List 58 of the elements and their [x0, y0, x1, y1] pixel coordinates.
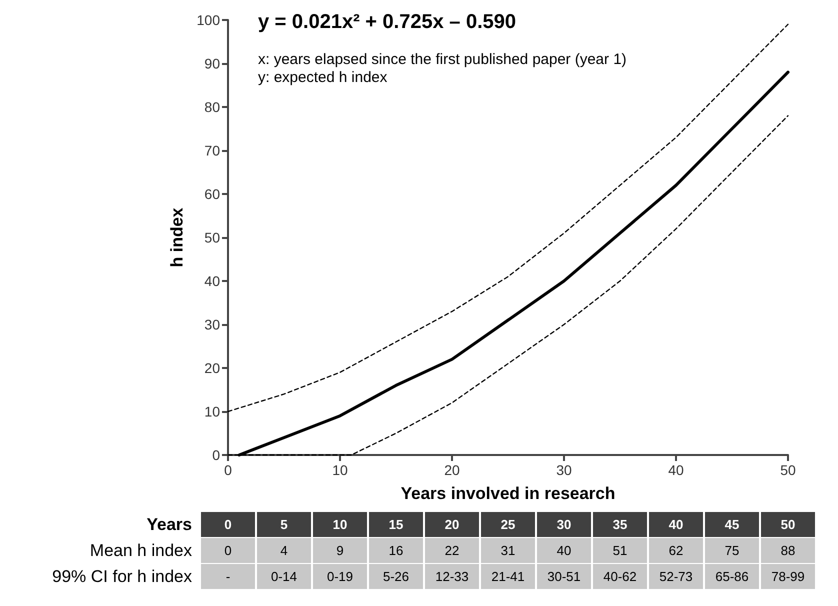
x-tick-label: 50 — [780, 517, 796, 532]
x-tick-label: 10 — [332, 462, 348, 478]
y-tick-label: 10 — [204, 404, 220, 420]
annotation: y: expected h index — [258, 69, 388, 86]
text: 5-26 — [382, 569, 410, 584]
text: 65-86 — [715, 569, 749, 584]
text: 22 — [444, 543, 460, 558]
text: 0-14 — [270, 569, 298, 584]
category-label: 0 — [224, 543, 232, 558]
y-tick-label: 80 — [204, 99, 220, 115]
annotation: x: years elapsed since the first published paper (year 1) — [258, 51, 627, 68]
text: 78-99 — [771, 569, 805, 584]
x-tick-label: 25 — [500, 517, 516, 532]
text: 51 — [612, 543, 628, 558]
category-label: 40 — [556, 543, 572, 558]
x-tick-label: 30 — [556, 517, 572, 532]
y-tick-label: 30 — [204, 316, 220, 332]
x-tick-label: 15 — [388, 517, 404, 532]
x-tick-label: 0 — [224, 462, 232, 478]
text: 75 — [724, 543, 740, 558]
x-tick-label: 40 — [668, 517, 684, 532]
text: 88 — [780, 543, 796, 558]
text: 52-73 — [659, 569, 693, 584]
x-axis-title: Years — [146, 514, 192, 534]
x-axis-title: Years involved in research — [400, 484, 616, 503]
text: 0-19 — [326, 569, 354, 584]
x-tick-label: 10 — [332, 517, 348, 532]
y-tick-label: Mean h index — [90, 540, 192, 560]
text: - — [226, 569, 230, 584]
x-tick-label: 20 — [444, 462, 460, 478]
x-tick-label: 20 — [444, 517, 460, 532]
x-tick-label: 50 — [780, 462, 796, 478]
x-tick-label: 35 — [612, 517, 628, 532]
y-tick-label: 90 — [204, 56, 220, 72]
y-tick-label: 40 — [204, 273, 220, 289]
text: 62 — [668, 543, 684, 558]
annotation: y = 0.021x² + 0.725x – 0.590 — [258, 11, 516, 33]
y-tick-label: 20 — [204, 360, 220, 376]
text: 4 — [280, 543, 288, 558]
text: 40-62 — [603, 569, 637, 584]
y-tick-label: 100 — [196, 12, 220, 28]
y-tick-label: 0 — [212, 447, 220, 463]
text: 12-33 — [435, 569, 469, 584]
x-tick-label: 45 — [724, 517, 740, 532]
y-tick-label: 60 — [204, 186, 220, 202]
x-tick-label: 5 — [280, 517, 288, 532]
text: 21-41 — [491, 569, 525, 584]
text: 30-51 — [547, 569, 581, 584]
y-tick-label: 70 — [204, 142, 220, 158]
y-tick-label: 50 — [204, 230, 220, 246]
x-tick-label: 30 — [556, 462, 572, 478]
text: 16 — [388, 543, 404, 558]
y-axis-title: h index — [168, 207, 187, 268]
text: 9 — [336, 543, 344, 558]
x-tick-label: 0 — [224, 517, 232, 532]
x-tick-label: 40 — [668, 462, 684, 478]
y-tick-label: 99% CI for h index — [52, 566, 192, 586]
text: 31 — [500, 543, 516, 558]
